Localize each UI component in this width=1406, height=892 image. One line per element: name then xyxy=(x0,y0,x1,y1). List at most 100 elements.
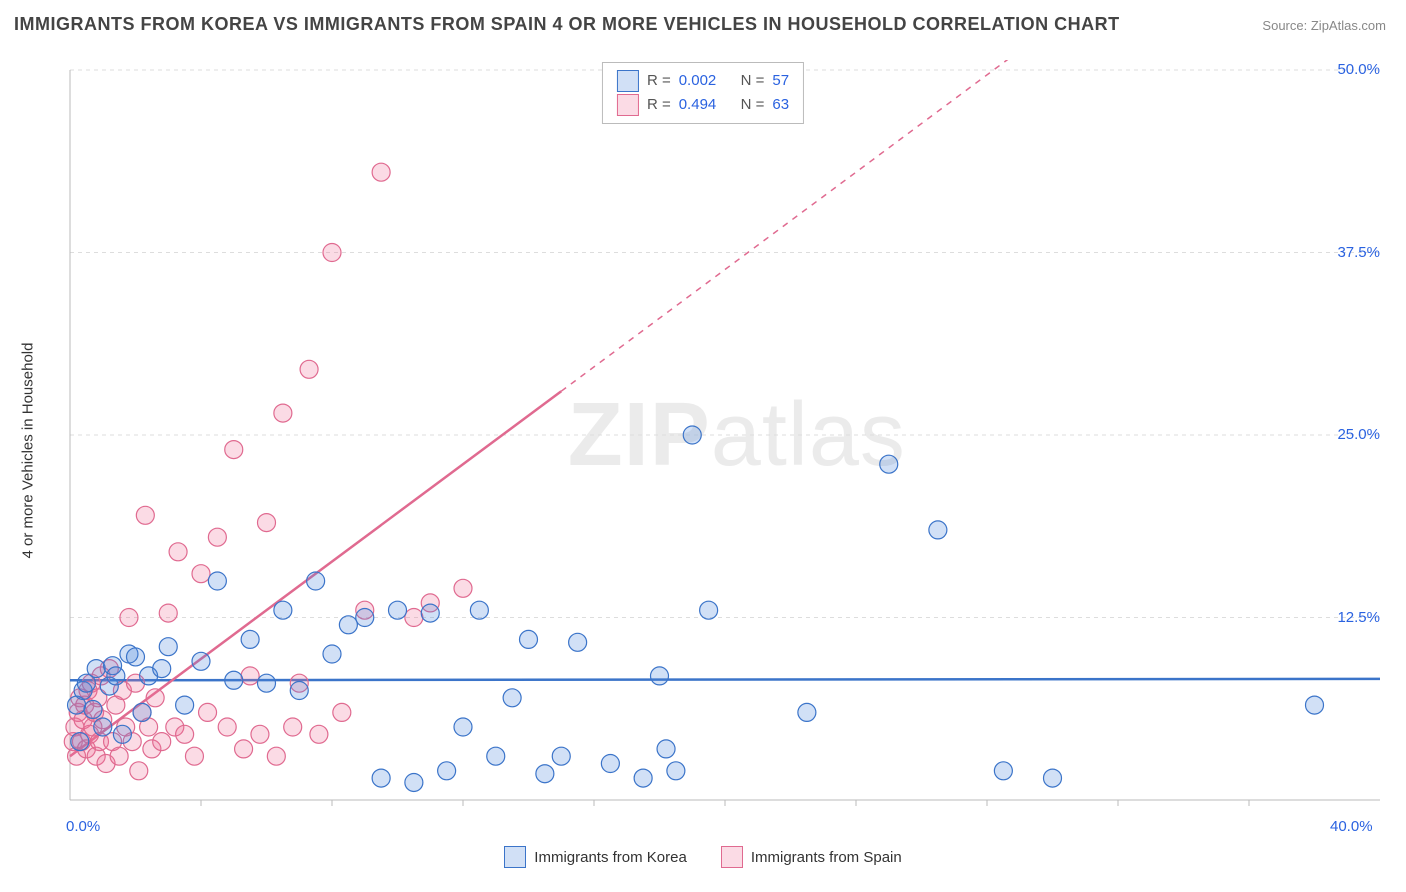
point-spain xyxy=(120,609,138,627)
n-value-spain: 63 xyxy=(772,93,789,117)
r-value-spain: 0.494 xyxy=(679,93,717,117)
point-korea xyxy=(133,703,151,721)
point-korea xyxy=(421,604,439,622)
n-label: N = xyxy=(741,69,765,93)
point-spain xyxy=(192,565,210,583)
point-korea xyxy=(113,725,131,743)
swatch-korea xyxy=(617,70,639,92)
point-korea xyxy=(601,755,619,773)
legend-row-korea: R = 0.002 N = 57 xyxy=(617,69,789,93)
point-spain xyxy=(258,514,276,532)
point-spain xyxy=(159,604,177,622)
y-tick-label: 12.5% xyxy=(1320,609,1380,626)
point-korea xyxy=(159,638,177,656)
source-label: Source: xyxy=(1262,18,1307,33)
point-spain xyxy=(300,360,318,378)
point-korea xyxy=(176,696,194,714)
point-korea xyxy=(487,747,505,765)
point-spain xyxy=(405,609,423,627)
point-korea xyxy=(520,630,538,648)
point-korea xyxy=(153,660,171,678)
point-korea xyxy=(470,601,488,619)
r-label: R = xyxy=(647,69,671,93)
point-korea xyxy=(94,718,112,736)
point-korea xyxy=(87,660,105,678)
swatch-korea xyxy=(504,846,526,868)
x-tick-label: 40.0% xyxy=(1330,818,1373,835)
point-korea xyxy=(438,762,456,780)
y-tick-label: 50.0% xyxy=(1320,61,1380,78)
point-korea xyxy=(1306,696,1324,714)
point-spain xyxy=(218,718,236,736)
point-korea xyxy=(241,630,259,648)
scatter-chart xyxy=(60,60,1390,840)
point-korea xyxy=(880,455,898,473)
point-korea xyxy=(339,616,357,634)
point-korea xyxy=(274,601,292,619)
point-korea xyxy=(356,609,374,627)
swatch-spain xyxy=(617,94,639,116)
point-spain xyxy=(454,579,472,597)
point-korea xyxy=(651,667,669,685)
x-tick-label: 0.0% xyxy=(66,818,100,835)
point-spain xyxy=(130,762,148,780)
point-spain xyxy=(136,506,154,524)
point-spain xyxy=(169,543,187,561)
point-korea xyxy=(107,667,125,685)
point-korea xyxy=(503,689,521,707)
point-korea xyxy=(700,601,718,619)
point-korea xyxy=(389,601,407,619)
point-spain xyxy=(146,689,164,707)
r-value-korea: 0.002 xyxy=(679,69,717,93)
correlation-legend: R = 0.002 N = 57 R = 0.494 N = 63 xyxy=(602,62,804,124)
point-korea xyxy=(372,769,390,787)
point-korea xyxy=(536,765,554,783)
point-spain xyxy=(176,725,194,743)
source-attribution: Source: ZipAtlas.com xyxy=(1262,18,1386,33)
point-spain xyxy=(274,404,292,422)
n-label: N = xyxy=(741,93,765,117)
point-spain xyxy=(284,718,302,736)
source-value: ZipAtlas.com xyxy=(1311,18,1386,33)
legend-label-spain: Immigrants from Spain xyxy=(751,849,902,866)
point-korea xyxy=(929,521,947,539)
point-spain xyxy=(372,163,390,181)
chart-title: IMMIGRANTS FROM KOREA VS IMMIGRANTS FROM… xyxy=(14,14,1120,35)
point-spain xyxy=(251,725,269,743)
point-spain xyxy=(241,667,259,685)
point-spain xyxy=(267,747,285,765)
legend-item-spain: Immigrants from Spain xyxy=(721,846,902,868)
n-value-korea: 57 xyxy=(772,69,789,93)
point-spain xyxy=(185,747,203,765)
series-legend: Immigrants from Korea Immigrants from Sp… xyxy=(0,846,1406,868)
point-korea xyxy=(1044,769,1062,787)
point-spain xyxy=(199,703,217,721)
point-korea xyxy=(127,648,145,666)
legend-item-korea: Immigrants from Korea xyxy=(504,846,687,868)
point-korea xyxy=(192,652,210,670)
point-korea xyxy=(405,773,423,791)
point-spain xyxy=(235,740,253,758)
point-korea xyxy=(667,762,685,780)
y-axis-label: 4 or more Vehicles in Household xyxy=(20,342,37,558)
swatch-spain xyxy=(721,846,743,868)
r-label: R = xyxy=(647,93,671,117)
point-korea xyxy=(634,769,652,787)
point-korea xyxy=(683,426,701,444)
point-korea xyxy=(84,700,102,718)
y-tick-label: 37.5% xyxy=(1320,244,1380,261)
point-spain xyxy=(208,528,226,546)
point-spain xyxy=(310,725,328,743)
point-korea xyxy=(307,572,325,590)
y-tick-label: 25.0% xyxy=(1320,426,1380,443)
point-korea xyxy=(290,682,308,700)
point-korea xyxy=(552,747,570,765)
point-korea xyxy=(994,762,1012,780)
legend-label-korea: Immigrants from Korea xyxy=(534,849,687,866)
legend-row-spain: R = 0.494 N = 63 xyxy=(617,93,789,117)
point-korea xyxy=(258,674,276,692)
point-korea xyxy=(323,645,341,663)
point-korea xyxy=(454,718,472,736)
point-korea xyxy=(71,733,89,751)
point-korea xyxy=(569,633,587,651)
